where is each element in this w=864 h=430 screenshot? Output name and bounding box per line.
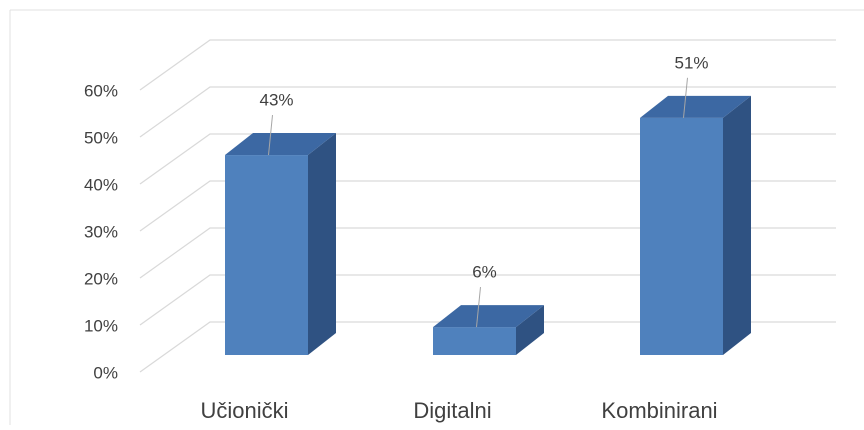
y-tick-label: 20% xyxy=(84,269,118,288)
grid-line xyxy=(139,39,836,91)
grid-line xyxy=(139,180,836,232)
bar-side xyxy=(516,305,544,355)
bar xyxy=(640,117,723,355)
grid-line xyxy=(139,86,836,138)
value-label: 51% xyxy=(674,53,708,72)
grid-line xyxy=(139,274,836,326)
bar xyxy=(225,155,308,355)
grid-line xyxy=(139,133,836,185)
y-tick-label: 0% xyxy=(93,363,118,382)
x-tick-label: Kombinirani xyxy=(601,398,717,423)
bar-top xyxy=(433,305,544,328)
leader-line xyxy=(476,287,481,328)
grid-line xyxy=(139,321,836,373)
y-tick-label: 60% xyxy=(84,81,118,100)
x-tick-label: Učionički xyxy=(200,398,288,423)
bar xyxy=(433,327,516,355)
y-tick-label: 10% xyxy=(84,316,118,335)
leader-line xyxy=(683,77,688,118)
grid-line xyxy=(139,227,836,279)
y-tick-label: 30% xyxy=(84,222,118,241)
bar-top xyxy=(640,95,751,118)
bar-side xyxy=(723,95,751,355)
leader-line xyxy=(268,115,273,156)
y-tick-label: 40% xyxy=(84,175,118,194)
x-tick-label: Digitalni xyxy=(413,398,491,423)
bar-top xyxy=(225,133,336,156)
bar-side xyxy=(308,133,336,355)
y-tick-label: 50% xyxy=(84,128,118,147)
value-label: 43% xyxy=(259,91,293,110)
value-label: 6% xyxy=(472,263,497,282)
